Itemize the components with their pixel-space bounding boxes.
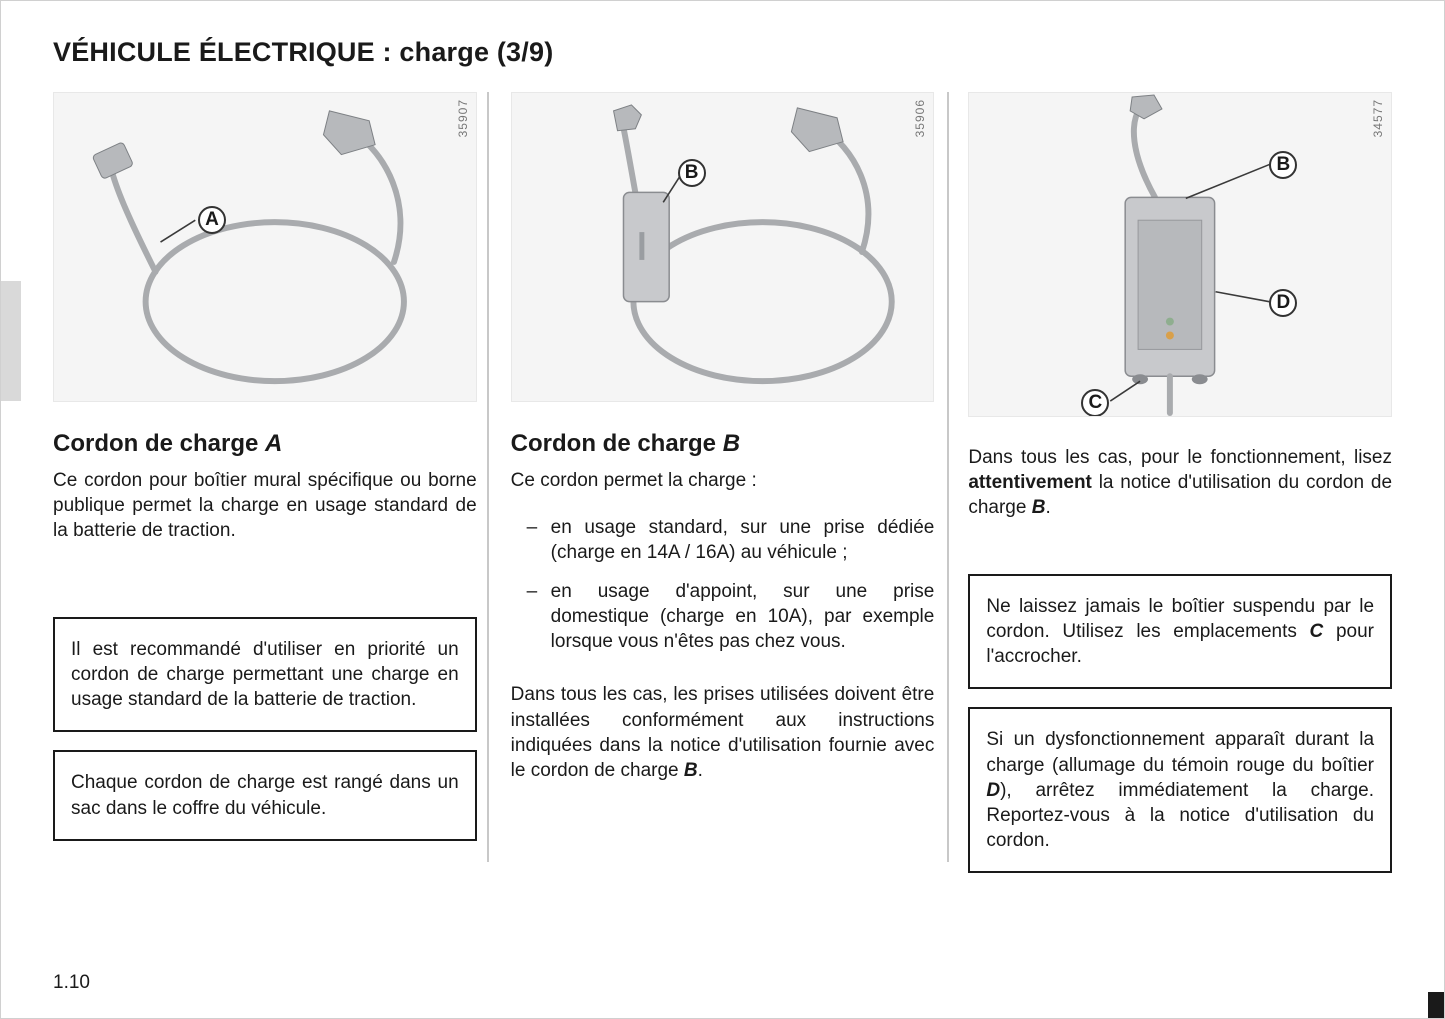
columns-container: 35907 A Cordon de charge A Ce cordon pou…: [53, 92, 1392, 873]
text-fragment: Dans tous les cas, pour le fonctionnemen…: [968, 447, 1392, 468]
section-heading-a: Cordon de charge A: [53, 430, 477, 458]
info-text: Si un dysfonctionnement apparaît durant …: [986, 727, 1374, 852]
page-number: 1.10: [53, 972, 90, 994]
text-fragment: Dans tous les cas, les prises utilisées …: [511, 684, 935, 780]
cable-a-illustration: [54, 93, 476, 401]
text-fragment: .: [698, 760, 703, 781]
bold-letter: C: [1310, 621, 1324, 642]
section-heading-b: Cordon de charge B: [511, 430, 935, 458]
list-item: en usage standard, sur une prise dédiée …: [511, 515, 935, 565]
box-unit-illustration: [969, 93, 1391, 416]
column-divider-2: [947, 92, 949, 862]
cable-b-illustration: [512, 93, 934, 401]
text-fragment: .: [1045, 497, 1050, 518]
info-text: Ne laissez jamais le boîtier suspendu pa…: [986, 594, 1374, 669]
column-divider-1: [487, 92, 489, 862]
info-box: Chaque cordon de charge est rangé dans u…: [53, 750, 477, 840]
column-2: 35906 B Cordon de charge B Ce cordon per…: [511, 92, 935, 873]
callout-label-b: B: [678, 159, 706, 187]
bold-letter: B: [684, 760, 698, 781]
heading-letter: A: [265, 430, 282, 457]
heading-prefix: Cordon de charge: [53, 430, 265, 457]
page-title: VÉHICULE ÉLECTRIQUE : charge (3/9): [53, 37, 1392, 68]
section-tab: [1, 281, 21, 401]
bold-letter: B: [1032, 497, 1046, 518]
info-box: Si un dysfonctionnement apparaît durant …: [968, 707, 1392, 872]
manual-page: VÉHICULE ÉLECTRIQUE : charge (3/9) 35907…: [0, 0, 1445, 1019]
list-item: en usage d'appoint, sur une prise domest…: [511, 579, 935, 654]
callout-label-a: A: [198, 206, 226, 234]
page-crop-mark: [1428, 992, 1444, 1018]
column-3: 34577 B D C: [968, 92, 1392, 873]
bullet-list: en usage standard, sur une prise dédiée …: [511, 515, 935, 668]
body-text: Ce cordon permet la charge :: [511, 468, 935, 493]
text-fragment: Si un dysfonctionnement apparaît durant …: [986, 729, 1374, 775]
body-text: Ce cordon pour boîtier mural spécifique …: [53, 468, 477, 543]
info-text: Il est recommandé d'utiliser en priorité…: [71, 637, 459, 712]
heading-prefix: Cordon de charge: [511, 430, 723, 457]
info-text: Chaque cordon de charge est rangé dans u…: [71, 770, 459, 820]
info-box: Il est recommandé d'utiliser en priorité…: [53, 617, 477, 732]
heading-letter: B: [723, 430, 740, 457]
figure-cable-a: 35907 A: [53, 92, 477, 402]
column-1: 35907 A Cordon de charge A Ce cordon pou…: [53, 92, 477, 873]
bold-word: attentivement: [968, 472, 1092, 493]
figure-box-unit: 34577 B D C: [968, 92, 1392, 417]
text-fragment: ), arrêtez immédiatement la charge. Repo…: [986, 780, 1374, 851]
body-text: Dans tous les cas, pour le fonctionnemen…: [968, 445, 1392, 520]
bold-letter: D: [986, 780, 1000, 801]
info-box: Ne laissez jamais le boîtier suspendu pa…: [968, 574, 1392, 689]
body-text: Dans tous les cas, les prises utilisées …: [511, 682, 935, 782]
figure-cable-b: 35906 B: [511, 92, 935, 402]
